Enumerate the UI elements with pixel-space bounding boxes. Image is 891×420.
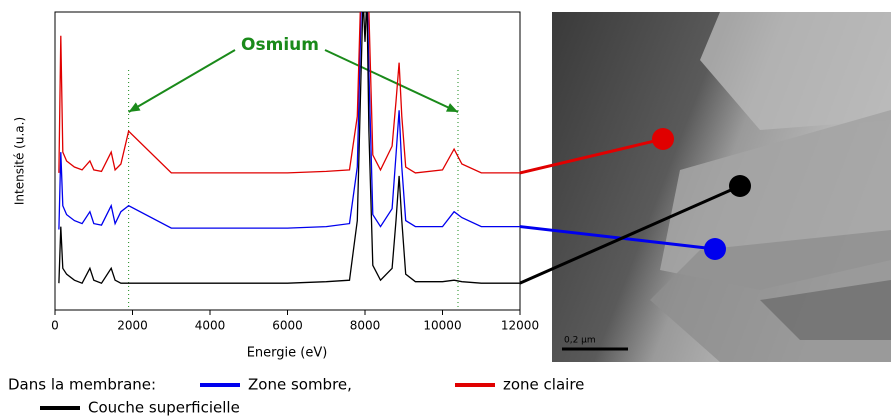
annotation: Osmium <box>241 35 319 55</box>
x-tick-label: 10000 <box>423 319 461 333</box>
series-line <box>58 12 520 174</box>
plot-lines <box>58 12 520 285</box>
probe-dot <box>729 175 751 197</box>
x-tick-label: 12000 <box>501 319 539 333</box>
annotation-arrow <box>128 49 236 113</box>
annotation-arrow <box>324 49 459 113</box>
plot-frame <box>54 11 521 311</box>
probe-dot <box>652 128 674 150</box>
series-line <box>58 12 520 285</box>
x-axis-label: Energie (eV) <box>247 346 328 361</box>
x-tick-label: 4000 <box>195 319 226 333</box>
legend-prefix: Dans la membrane: <box>8 376 156 394</box>
x-tick-label: 8000 <box>350 319 381 333</box>
connector <box>519 225 716 251</box>
x-tick-label: 0 <box>51 319 59 333</box>
x-tick-label: 2000 <box>117 319 148 333</box>
x-tick-label: 6000 <box>272 319 303 333</box>
connector <box>519 137 664 175</box>
annotation-arrowhead <box>128 102 141 112</box>
legend-label: zone claire <box>503 376 584 394</box>
probe-dot <box>704 238 726 260</box>
series-line <box>58 12 520 230</box>
legend-label: Zone sombre, <box>248 376 352 394</box>
connector <box>519 184 741 285</box>
annotation-arrowhead <box>446 103 458 112</box>
scale-bar-label: 0,2 µm <box>564 336 596 346</box>
micrograph: 0,2 µm <box>552 12 891 362</box>
y-axis-label: Intensité (u.a.) <box>13 117 27 205</box>
legend-label: Couche superficielle <box>88 399 240 417</box>
